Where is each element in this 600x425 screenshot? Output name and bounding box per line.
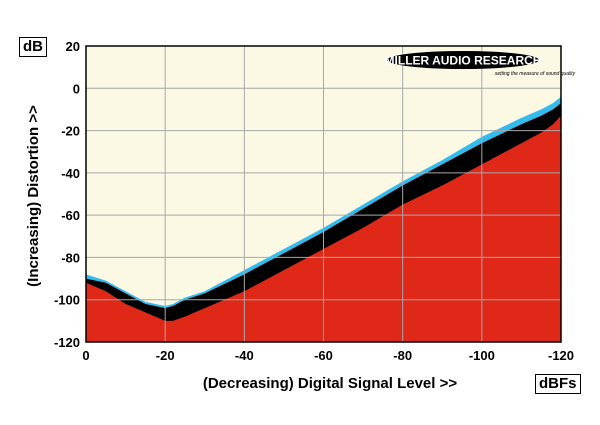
x-tick-label: -20 — [156, 348, 175, 363]
x-tick-label: -120 — [548, 348, 574, 363]
x-axis-title: (Decreasing) Digital Signal Level >> — [203, 375, 457, 392]
y-tick-label: -120 — [54, 335, 80, 350]
x-tick-label: -80 — [393, 348, 412, 363]
y-axis-title: (Increasing) Distortion >> — [25, 105, 42, 287]
x-tick-label: -100 — [469, 348, 495, 363]
x-tick-label: -60 — [314, 348, 333, 363]
y-tick-label: -80 — [61, 250, 80, 265]
y-tick-label: 0 — [73, 81, 80, 96]
y-tick-label: 20 — [66, 39, 80, 54]
logo-badge — [387, 51, 539, 69]
x-unit-label: dBFs — [535, 374, 581, 394]
y-tick-label: -40 — [61, 166, 80, 181]
y-tick-label: -60 — [61, 208, 80, 223]
logo: MILLER AUDIO RESEARCH setting the measur… — [385, 51, 576, 77]
x-tick-label: -40 — [235, 348, 254, 363]
plot-frame — [85, 45, 562, 343]
x-tick-label: 0 — [82, 348, 89, 363]
series-area-3 — [86, 115, 561, 343]
y-tick-label: -20 — [61, 124, 80, 139]
y-unit-label: dB — [19, 37, 47, 57]
y-tick-label: -100 — [54, 293, 80, 308]
logo-text: MILLER AUDIO RESEARCH — [385, 54, 542, 68]
logo-tagline: setting the measure of sound quality — [495, 71, 576, 77]
